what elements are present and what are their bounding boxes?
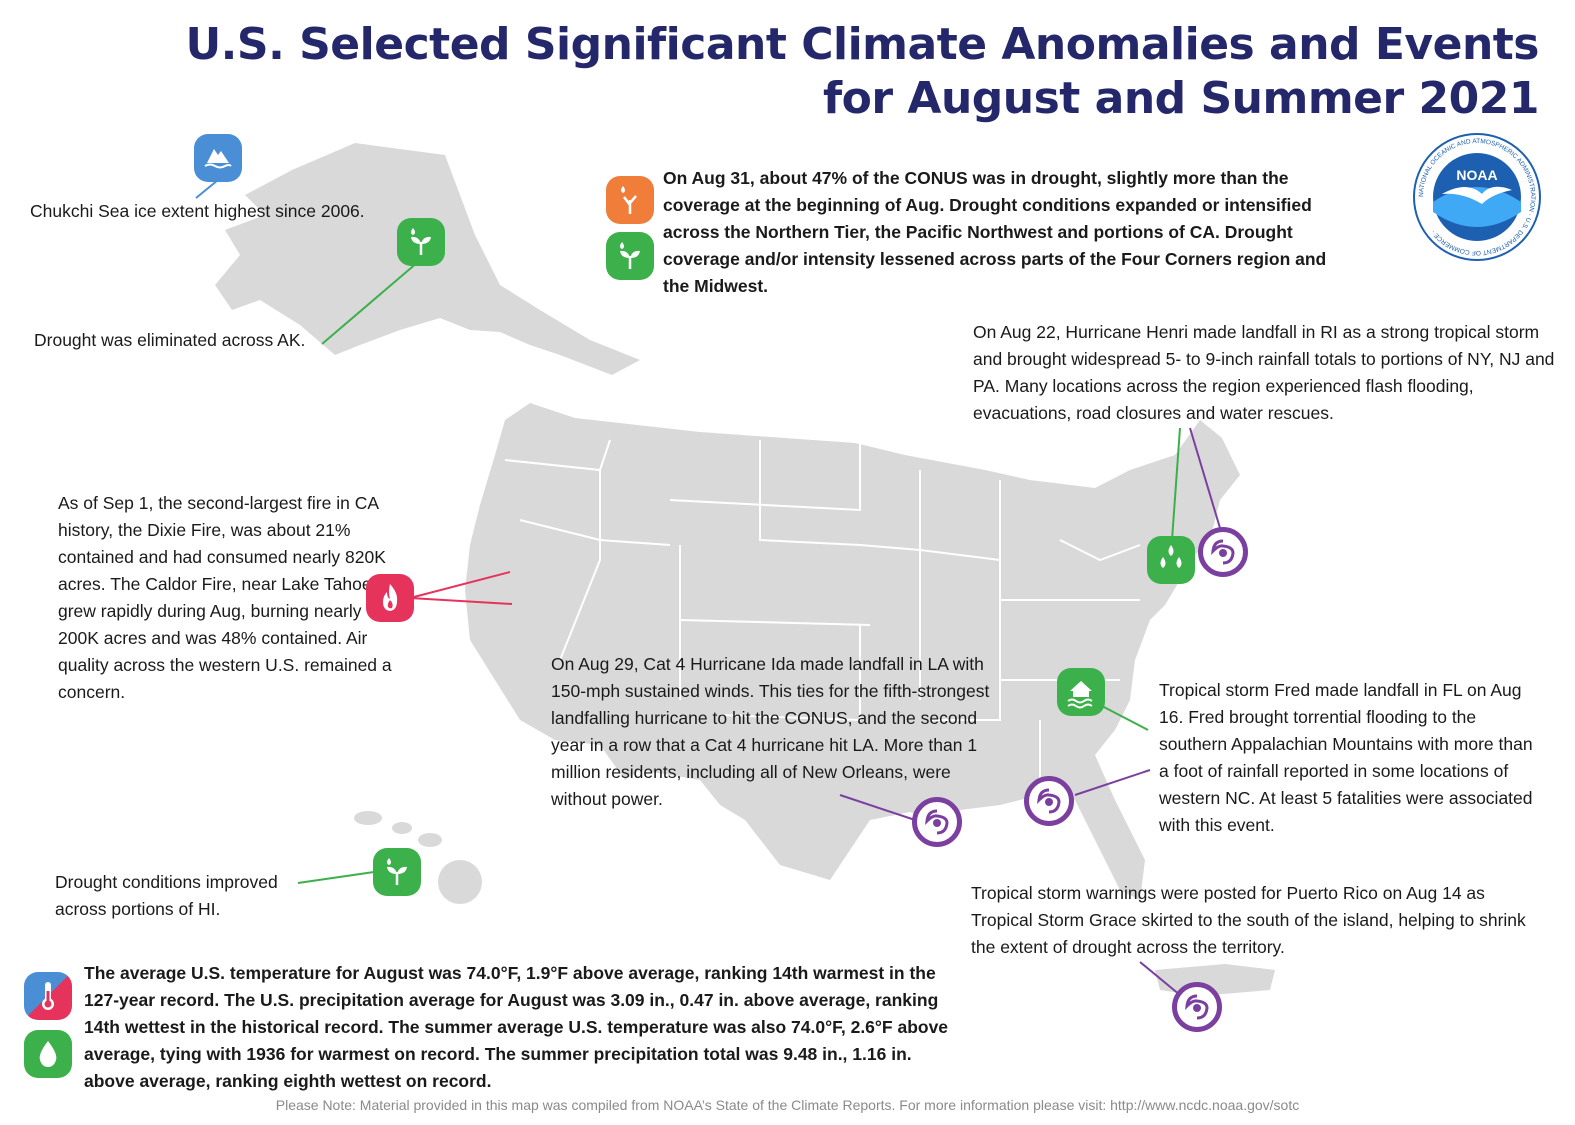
wildfire-icon bbox=[366, 574, 414, 622]
puerto-rico-note: Tropical storm warnings were posted for … bbox=[971, 883, 1526, 957]
hurricane-icon bbox=[1198, 527, 1248, 577]
alaska-drought-note: Drought was eliminated across AK. bbox=[34, 330, 306, 350]
state-lines bbox=[504, 439, 1141, 790]
hawaii-shape bbox=[354, 811, 482, 904]
page-title: U.S. Selected Significant Climate Anomal… bbox=[185, 19, 1539, 70]
footnote: Please Note: Material provided in this m… bbox=[275, 1097, 1300, 1113]
drought-improved-icon bbox=[606, 232, 654, 280]
heavy-rain-icon bbox=[1147, 536, 1195, 584]
ida-note: On Aug 29, Cat 4 Hurricane Ida made land… bbox=[551, 654, 990, 809]
page-subtitle: for August and Summer 2021 bbox=[823, 73, 1540, 124]
precipitation-icon bbox=[24, 1030, 72, 1078]
drought-improved-icon bbox=[397, 218, 445, 266]
henri-note: On Aug 22, Hurricane Henri made landfall… bbox=[973, 322, 1555, 423]
conus-shape bbox=[465, 403, 1240, 900]
drought-improved-icon bbox=[373, 848, 421, 896]
drought-worsened-icon bbox=[606, 176, 654, 224]
national-summary-note: The average U.S. temperature for August … bbox=[84, 963, 949, 1091]
hurricane-icon bbox=[1024, 776, 1074, 826]
thermometer-icon bbox=[24, 972, 72, 1020]
noaa-logo: NOAA NATIONAL OCEANIC AND ATMOSPHERIC AD… bbox=[1413, 133, 1541, 261]
sea-ice-icon bbox=[194, 134, 242, 182]
hurricane-icon bbox=[912, 797, 962, 847]
hawaii-note: Drought conditions improved across porti… bbox=[55, 872, 278, 919]
hurricane-icon bbox=[1172, 982, 1222, 1032]
flood-icon bbox=[1057, 668, 1105, 716]
chukchi-note: Chukchi Sea ice extent highest since 200… bbox=[30, 201, 365, 221]
fred-note: Tropical storm Fred made landfall in FL … bbox=[1159, 680, 1533, 835]
fire-note: As of Sep 1, the second-largest fire in … bbox=[58, 493, 392, 702]
noaa-logo-text: NOAA bbox=[1456, 167, 1497, 183]
conus-drought-note: On Aug 31, about 47% of the CONUS was in… bbox=[663, 168, 1327, 296]
